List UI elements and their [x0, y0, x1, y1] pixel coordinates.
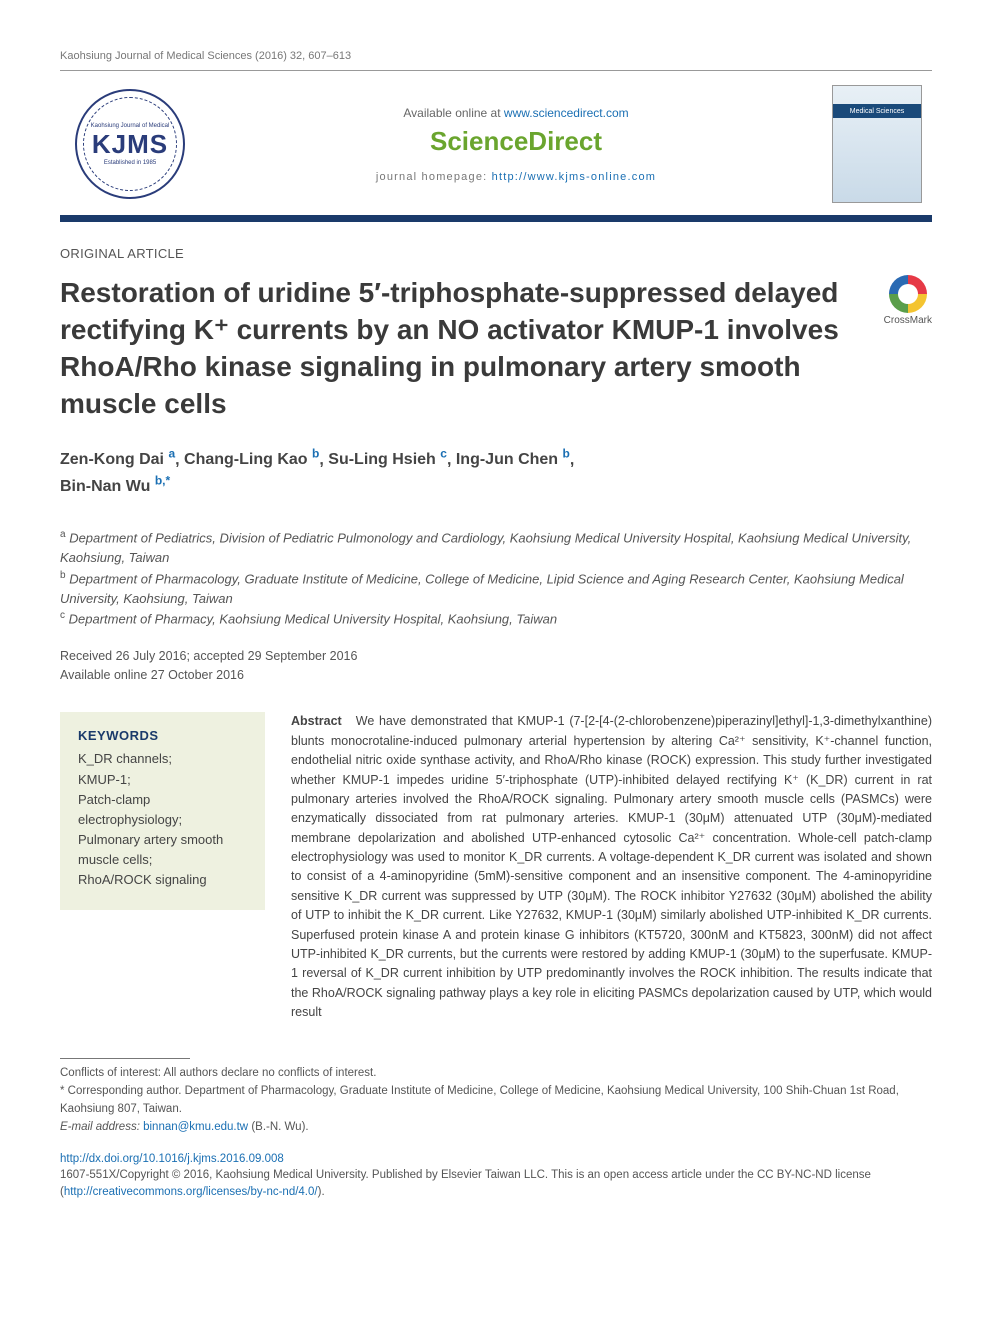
received-accepted: Received 26 July 2016; accepted 29 Septe…: [60, 647, 932, 666]
affiliation-b: b Department of Pharmacology, Graduate I…: [60, 568, 932, 608]
author-list: Zen-Kong Dai a, Chang-Ling Kao b, Su-Lin…: [60, 445, 932, 500]
available-online: Available online at www.sciencedirect.co…: [200, 106, 832, 120]
footnote-rule: [60, 1058, 190, 1059]
abstract: Abstract We have demonstrated that KMUP-…: [265, 712, 932, 1022]
abstract-text: We have demonstrated that KMUP-1 (7-[2-[…: [291, 714, 932, 1019]
email-label: E-mail address:: [60, 1121, 140, 1133]
doi-line: http://dx.doi.org/10.1016/j.kjms.2016.09…: [60, 1153, 932, 1165]
affiliation-c: c Department of Pharmacy, Kaohsiung Medi…: [60, 608, 932, 629]
affiliations: a Department of Pediatrics, Division of …: [60, 527, 932, 628]
email-line: E-mail address: binnan@kmu.edu.tw (B.-N.…: [60, 1119, 932, 1137]
thick-rule: [60, 215, 932, 222]
license-link[interactable]: http://creativecommons.org/licenses/by-n…: [64, 1186, 318, 1198]
corresponding-author: * Corresponding author. Department of Ph…: [60, 1083, 932, 1119]
email-author: (B.-N. Wu).: [251, 1121, 308, 1133]
conflicts-of-interest: Conflicts of interest: All authors decla…: [60, 1065, 932, 1083]
journal-reference: Kaohsiung Journal of Medical Sciences (2…: [60, 50, 932, 62]
journal-logo-box: Kaohsiung Journal of Medical KJMS Establ…: [60, 89, 200, 199]
sciencedirect-url[interactable]: www.sciencedirect.com: [504, 106, 629, 120]
cover-label: Medical Sciences: [833, 104, 921, 118]
homepage-url[interactable]: http://www.kjms-online.com: [492, 171, 656, 183]
footer-notes: Conflicts of interest: All authors decla…: [60, 1048, 932, 1136]
banner-center: Available online at www.sciencedirect.co…: [200, 106, 832, 183]
copyright: 1607-551X/Copyright © 2016, Kaohsiung Me…: [60, 1167, 932, 1202]
crossmark-label: CrossMark: [884, 315, 932, 326]
author: Ing-Jun Chen b: [456, 451, 570, 468]
keywords-heading: KEYWORDS: [78, 728, 247, 743]
keyword: KMUP-1;: [78, 770, 247, 790]
article-type: ORIGINAL ARTICLE: [60, 246, 932, 261]
email-address[interactable]: binnan@kmu.edu.tw: [143, 1121, 248, 1133]
available-online-date: Available online 27 October 2016: [60, 666, 932, 685]
abstract-label: Abstract: [291, 714, 342, 728]
article-dates: Received 26 July 2016; accepted 29 Septe…: [60, 647, 932, 685]
keyword: RhoA/ROCK signaling: [78, 870, 247, 890]
affiliation-a: a Department of Pediatrics, Division of …: [60, 527, 932, 567]
crossmark-icon: [889, 275, 927, 313]
keyword: K_DR channels;: [78, 749, 247, 769]
journal-homepage: journal homepage: http://www.kjms-online…: [200, 171, 832, 183]
doi-link[interactable]: http://dx.doi.org/10.1016/j.kjms.2016.09…: [60, 1153, 284, 1165]
author: Bin-Nan Wu b,*: [60, 478, 170, 495]
journal-cover: Medical Sciences: [832, 85, 922, 203]
keyword: Pulmonary artery smooth muscle cells;: [78, 830, 247, 870]
author: Su-Ling Hsieh c: [328, 451, 447, 468]
keyword: Patch-clamp electrophysiology;: [78, 790, 247, 830]
author: Zen-Kong Dai a: [60, 451, 175, 468]
sciencedirect-logo: ScienceDirect: [200, 126, 832, 157]
journal-cover-box: Medical Sciences: [832, 85, 932, 203]
keywords-box: KEYWORDS K_DR channels; KMUP-1; Patch-cl…: [60, 712, 265, 910]
kjms-logo: Kaohsiung Journal of Medical KJMS Establ…: [75, 89, 185, 199]
top-banner: Kaohsiung Journal of Medical KJMS Establ…: [60, 71, 932, 211]
article-title: Restoration of uridine 5′-triphosphate-s…: [60, 275, 858, 423]
author: Chang-Ling Kao b: [184, 451, 319, 468]
crossmark-badge[interactable]: CrossMark: [884, 275, 932, 326]
